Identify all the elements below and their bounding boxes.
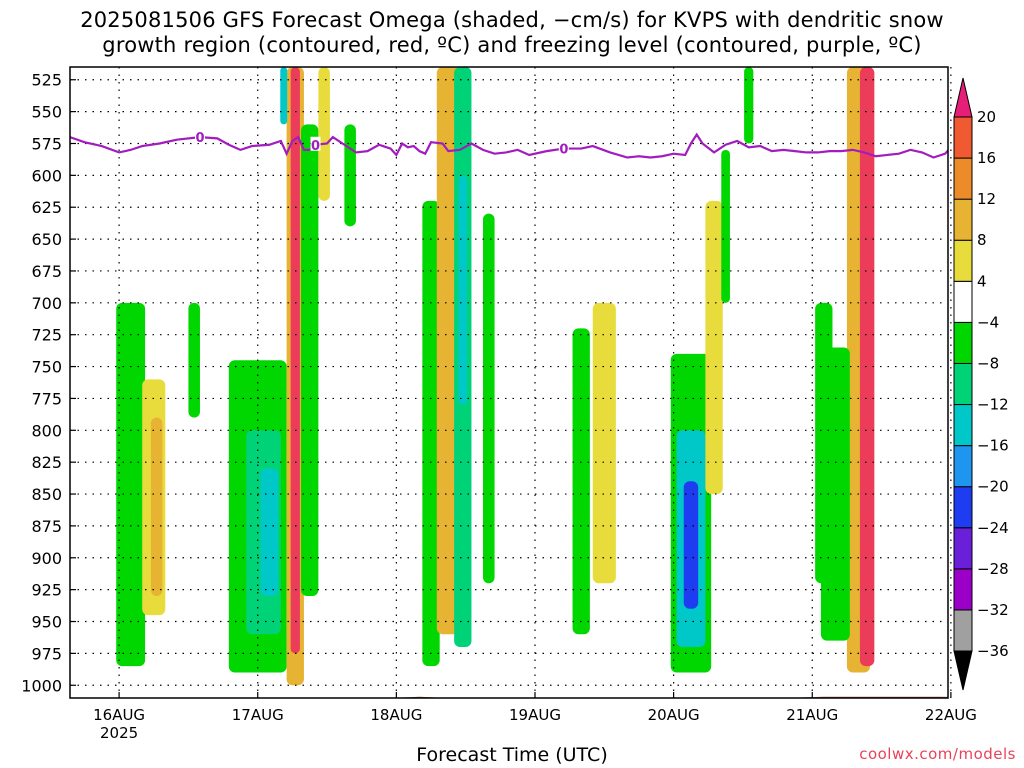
y-tick-label: 650 bbox=[31, 230, 62, 249]
freezing-level-label: 0 bbox=[311, 139, 320, 154]
y-tick-label: 550 bbox=[31, 103, 62, 122]
omega-region-0 bbox=[116, 302, 146, 667]
y-tick-label: 1000 bbox=[21, 676, 62, 695]
omega-region-17 bbox=[483, 213, 495, 584]
colorbar-label: 16 bbox=[977, 149, 996, 167]
freezing-level-label: 0 bbox=[195, 131, 204, 146]
colorbar-label: −12 bbox=[977, 396, 1009, 414]
colorbar-band bbox=[953, 157, 973, 200]
x-tick-label: 21AUG bbox=[786, 706, 838, 724]
y-tick-label: 775 bbox=[31, 389, 62, 408]
chart-title: 2025081506 GFS Forecast Omega (shaded, −… bbox=[80, 8, 944, 57]
x-tick-label: 22AUG bbox=[925, 706, 977, 724]
colorbar-label: −20 bbox=[977, 478, 1009, 496]
x-tick-label: 17AUG bbox=[232, 706, 284, 724]
colorbar-label: −4 bbox=[977, 313, 999, 331]
y-tick-label: 525 bbox=[31, 71, 62, 90]
omega-region-27 bbox=[859, 67, 875, 667]
x-tick-label: 16AUG bbox=[93, 706, 145, 724]
x-axis-label: Forecast Time (UTC) bbox=[416, 744, 608, 766]
colorbar-band bbox=[953, 198, 973, 241]
colorbar-label: −36 bbox=[977, 642, 1009, 660]
freezing-label-bg bbox=[310, 136, 321, 151]
colorbar-label: −28 bbox=[977, 560, 1009, 578]
colorbar-band bbox=[953, 445, 973, 488]
x-tick-label: 18AUG bbox=[370, 706, 422, 724]
colorbar-max-arrow bbox=[953, 77, 973, 118]
colorbar-band bbox=[953, 116, 973, 159]
omega-region-16 bbox=[458, 175, 468, 405]
y-tick-label: 825 bbox=[31, 453, 62, 472]
omega-region-3 bbox=[188, 302, 200, 418]
y-tick-label: 750 bbox=[31, 358, 62, 377]
colorbar-label: 8 bbox=[977, 231, 987, 249]
omega-region-10 bbox=[301, 124, 319, 597]
y-tick-label: 700 bbox=[31, 294, 62, 313]
colorbar-band bbox=[953, 239, 973, 282]
y-tick-label: 875 bbox=[31, 517, 62, 536]
y-tick-label: 800 bbox=[31, 421, 62, 440]
y-tick-label: 725 bbox=[31, 326, 62, 345]
freezing-level-label: 0 bbox=[559, 143, 568, 158]
omega-region-13 bbox=[422, 200, 440, 667]
y-tick-label: 675 bbox=[31, 262, 62, 281]
omega-region-9 bbox=[280, 67, 288, 125]
colorbar-label: −8 bbox=[977, 354, 999, 372]
x-tick-label: 20AUG bbox=[648, 706, 700, 724]
x-tick-sublabel: 2025 bbox=[100, 724, 138, 742]
colorbar-band bbox=[953, 362, 973, 406]
colorbar-min-arrow bbox=[953, 650, 973, 691]
y-tick-label: 600 bbox=[31, 166, 62, 185]
y-tick-label: 900 bbox=[31, 549, 62, 568]
y-tick-label: 850 bbox=[31, 485, 62, 504]
colorbar-label: −32 bbox=[977, 601, 1009, 619]
colorbar-label: −16 bbox=[977, 437, 1009, 455]
x-tick-label: 19AUG bbox=[509, 706, 561, 724]
colorbar-band bbox=[953, 527, 973, 570]
omega-region-19 bbox=[592, 302, 616, 584]
omega-region-23 bbox=[705, 200, 723, 495]
omega-region-33 bbox=[1019, 67, 1024, 150]
omega-region-18 bbox=[572, 328, 590, 635]
credit-text: coolwx.com/models bbox=[859, 745, 1016, 763]
colorbar-band bbox=[953, 568, 973, 611]
y-tick-label: 975 bbox=[31, 644, 62, 663]
colorbar-label: −24 bbox=[977, 519, 1009, 537]
omega-region-25 bbox=[744, 67, 754, 144]
y-tick-label: 950 bbox=[31, 613, 62, 632]
omega-region-24 bbox=[721, 149, 730, 303]
colorbar-label: 12 bbox=[977, 190, 996, 208]
y-tick-label: 925 bbox=[31, 581, 62, 600]
freezing-level-line bbox=[70, 132, 948, 159]
omega-region-8 bbox=[290, 67, 300, 654]
omega-region-12 bbox=[344, 124, 356, 227]
colorbar-label: 4 bbox=[977, 272, 987, 290]
colorbar-band bbox=[953, 321, 973, 364]
colorbar-band bbox=[953, 486, 973, 529]
plot-frame bbox=[69, 66, 949, 699]
omega-region-2 bbox=[150, 417, 163, 597]
freezing-label-bg bbox=[194, 129, 205, 144]
omega-region-11 bbox=[318, 67, 330, 201]
colorbar-band bbox=[953, 609, 973, 652]
colorbar-band bbox=[953, 404, 973, 447]
y-tick-label: 575 bbox=[31, 134, 62, 153]
colorbar-label: 20 bbox=[977, 108, 996, 126]
freezing-label-bg bbox=[558, 140, 569, 155]
omega-region-29 bbox=[815, 302, 833, 584]
colorbar-band bbox=[953, 280, 973, 323]
y-tick-label: 625 bbox=[31, 198, 62, 217]
omega-region-22 bbox=[683, 481, 699, 609]
omega-region-6 bbox=[260, 468, 278, 597]
